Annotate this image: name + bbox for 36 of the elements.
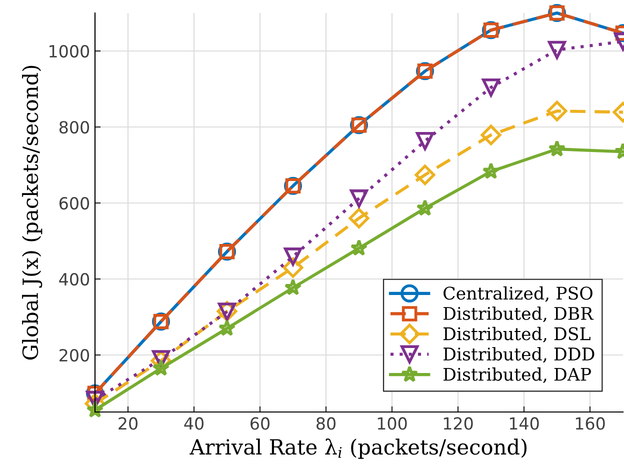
point [482, 162, 500, 180]
point [350, 189, 368, 208]
point [548, 140, 566, 157]
x-tick-label: 120 [444, 417, 473, 430]
x-tick-label: 160 [576, 417, 605, 430]
legend-label: Centralized, PSO [444, 286, 592, 302]
y-tick-label: 200 [60, 348, 90, 362]
y-tick-label: 800 [59, 120, 90, 134]
x-tick-label: 60 [250, 417, 270, 430]
point [284, 248, 302, 266]
point [218, 319, 236, 336]
point [350, 239, 368, 256]
legend-label: Distributed, DSL [444, 326, 590, 342]
point [480, 124, 502, 146]
point [416, 132, 434, 150]
x-tick-label: 100 [378, 417, 407, 430]
y-tick-label: 600 [59, 196, 90, 210]
point [414, 164, 436, 186]
x-tick-label: 20 [118, 417, 138, 430]
point [86, 401, 104, 418]
x-tick-label: 80 [316, 417, 336, 430]
point [416, 199, 434, 216]
point [548, 40, 566, 59]
y-axis-title: Global J(x) (packets/second) [22, 66, 42, 360]
y-tick-label: 1000 [50, 44, 90, 58]
point [546, 100, 568, 122]
x-tick-label: 140 [510, 417, 539, 430]
legend-label: Distributed, DAP [444, 367, 591, 383]
legend-label: Distributed, DDD [444, 347, 594, 363]
y-tick-label: 400 [59, 272, 90, 286]
x-tick-label: 40 [184, 417, 204, 430]
legend-label: Distributed, DBR [444, 306, 594, 322]
point [284, 278, 302, 296]
x-axis-title: Arrival Rate λ$_{i}$ (packets/second) [190, 438, 527, 459]
point [482, 78, 500, 97]
point [348, 208, 370, 228]
